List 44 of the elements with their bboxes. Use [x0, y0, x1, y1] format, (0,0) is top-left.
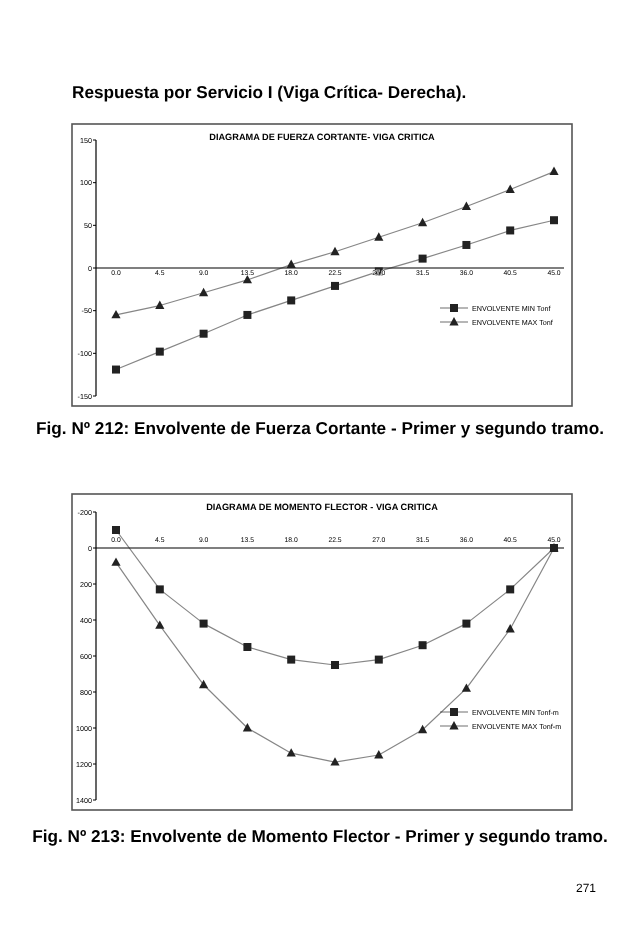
point [549, 166, 559, 175]
point [155, 585, 164, 594]
point [505, 184, 515, 193]
point [462, 619, 471, 628]
point [286, 259, 296, 268]
point [550, 216, 558, 225]
point [243, 643, 252, 651]
point [287, 655, 296, 664]
point [418, 641, 427, 650]
point [374, 750, 384, 759]
point [418, 724, 428, 734]
point [330, 246, 340, 256]
point [155, 300, 165, 309]
point [374, 232, 384, 241]
point [331, 661, 339, 669]
point [418, 217, 428, 227]
point [505, 624, 515, 633]
point [287, 296, 296, 305]
point [286, 748, 296, 757]
point [461, 201, 471, 210]
point [112, 365, 120, 374]
point [243, 310, 252, 319]
point [155, 347, 164, 356]
point [242, 723, 252, 732]
point [199, 287, 209, 297]
text: Fig. Nº 213: Envolvente de Momento Flector - Primer y segundo tramo. [32, 826, 608, 846]
point [331, 281, 339, 290]
point [374, 655, 383, 664]
point [199, 329, 208, 338]
point [199, 619, 208, 628]
point [112, 526, 120, 534]
text: Respuesta por Servicio I (Viga Crítica- Derecha). [72, 82, 467, 102]
text: Fig. Nº 212: Envolvente de Fuerza Cortante - Primer y segundo tramo. [36, 418, 604, 438]
point [330, 757, 340, 766]
point [199, 679, 209, 689]
point [111, 557, 121, 566]
point [242, 274, 252, 284]
point [155, 620, 165, 629]
point [462, 240, 471, 249]
point [111, 309, 121, 319]
point [461, 683, 471, 692]
point [506, 226, 515, 235]
point [506, 585, 515, 594]
point [418, 254, 427, 263]
